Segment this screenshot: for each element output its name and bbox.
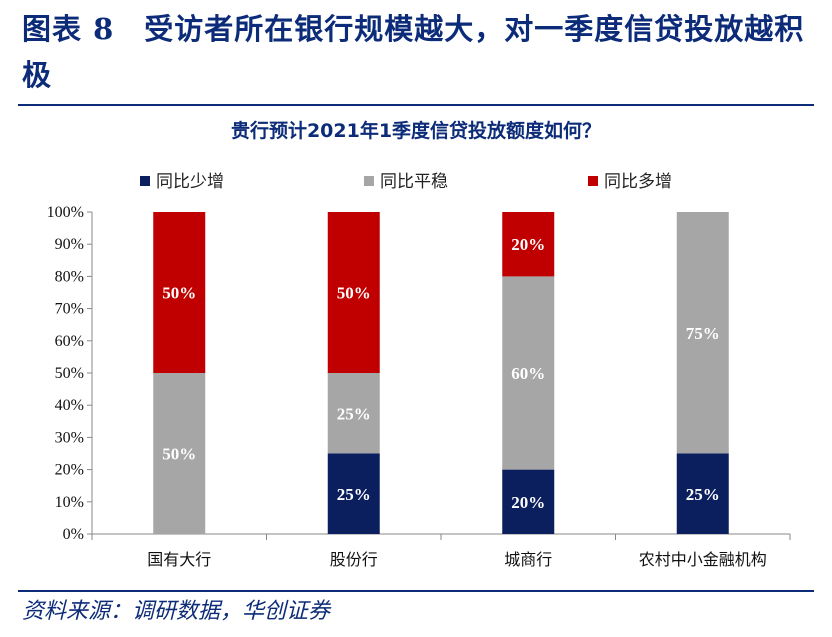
legend-label: 同比多增 <box>604 172 672 192</box>
x-category-label: 城商行 <box>504 550 552 569</box>
legend-label: 同比少增 <box>156 172 224 192</box>
y-tick-label: 60% <box>55 333 84 350</box>
bar-segment <box>502 212 555 277</box>
y-tick-label: 0% <box>63 526 84 543</box>
bar-data-label: 25% <box>337 485 371 504</box>
bar-data-label: 50% <box>337 284 371 303</box>
legend: 同比少增 同比平稳 同比多增 <box>140 172 672 192</box>
bar-data-label: 20% <box>511 493 545 512</box>
legend-swatch <box>364 176 374 186</box>
bar-data-label: 50% <box>162 445 196 464</box>
bar-data-label: 75% <box>686 324 720 343</box>
source-divider <box>18 590 814 592</box>
chart-title: 贵行预计2021年1季度信贷投放额度如何？ <box>231 119 601 142</box>
legend-label: 同比平稳 <box>380 172 448 192</box>
data-labels: 50% 50% 25% 25% 50% 20% 60% 20% 25% 75% <box>162 235 720 512</box>
y-tick-label: 20% <box>55 462 84 479</box>
bar-data-label: 60% <box>511 364 545 383</box>
axes: 0% 10% 20% 30% 40% 50% 60% 70% 80% 90% 100% 国有大行 股份行… <box>47 204 791 569</box>
bar-data-label: 20% <box>511 235 545 254</box>
x-category-label: 股份行 <box>330 550 378 569</box>
y-tick-label: 80% <box>55 268 84 285</box>
y-tick-label: 100% <box>47 204 84 221</box>
bar-data-label: 50% <box>162 284 196 303</box>
bar-data-label: 25% <box>337 404 371 423</box>
bar-data-label: 25% <box>686 485 720 504</box>
y-tick-label: 50% <box>55 365 84 382</box>
bar-segment <box>153 212 206 373</box>
y-tick-label: 90% <box>55 236 84 253</box>
bar-segment <box>502 276 555 470</box>
y-tick-label: 40% <box>55 397 84 414</box>
figure-title: 图表 8 受访者所在银行规模越大，对一季度信贷投放越积极 <box>22 12 805 92</box>
y-tick-label: 10% <box>55 494 84 511</box>
source-note: 资料来源：调研数据，华创证券 <box>22 599 331 624</box>
bars <box>153 212 729 534</box>
y-tick-label: 70% <box>55 301 84 318</box>
bar-segment <box>327 453 380 534</box>
legend-swatch <box>140 176 150 186</box>
bar-segment <box>502 469 555 534</box>
x-category-label: 农村中小金融机构 <box>639 550 767 569</box>
y-tick-label: 30% <box>55 429 84 446</box>
x-category-label: 国有大行 <box>147 550 211 569</box>
bar-segment <box>327 373 380 454</box>
bar-segment <box>327 212 380 373</box>
bar-segment <box>676 453 729 534</box>
bar-segment <box>676 212 729 454</box>
bar-segment <box>153 373 206 534</box>
legend-swatch <box>588 176 598 186</box>
title-divider <box>18 104 814 106</box>
